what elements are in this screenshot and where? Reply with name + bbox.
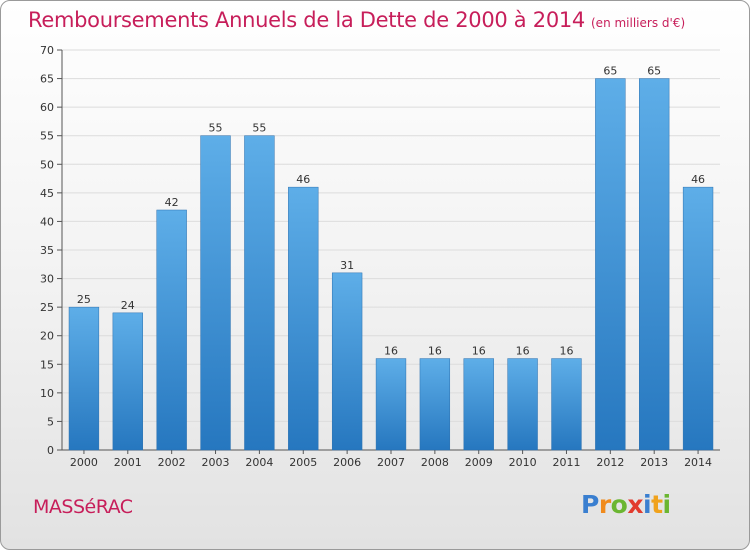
data-label-2013: 65 (647, 65, 661, 78)
logo-letter: i (643, 490, 652, 519)
bar-2000 (68, 306, 100, 451)
bar-2010 (507, 358, 538, 451)
data-label-2001: 24 (121, 299, 135, 312)
y-tick-label: 65 (40, 73, 54, 86)
data-label-2012: 65 (603, 65, 617, 78)
tick-labels: 0 5 10 15 20 25 30 35 40 45 50 55 60 65 70 2000 2001 2002… (40, 44, 712, 469)
logo-letter: r (598, 490, 611, 519)
y-tick-label: 25 (40, 301, 54, 314)
logo-letter: P (581, 490, 599, 519)
bar-2004 (244, 135, 275, 451)
x-tick-label: 2005 (289, 456, 317, 469)
data-label-2008: 16 (428, 345, 442, 358)
y-tick-label: 45 (40, 187, 54, 200)
y-tick-label: 70 (40, 44, 54, 57)
data-label-2000: 25 (77, 293, 91, 306)
x-tick-label: 2002 (158, 456, 186, 469)
bar-2005 (288, 186, 319, 451)
y-tick-label: 0 (47, 444, 54, 457)
logo-letter: t (651, 490, 663, 519)
bar-2007 (375, 358, 407, 451)
x-tick-label: 2009 (465, 456, 493, 469)
x-tick-label: 2013 (640, 456, 668, 469)
y-tick-label: 60 (40, 101, 54, 114)
x-tick-label: 2007 (377, 456, 405, 469)
x-tick-label: 2006 (333, 456, 361, 469)
bar-2003 (200, 135, 231, 451)
bar-2001 (112, 312, 143, 451)
data-label-2011: 16 (559, 345, 573, 358)
x-tick-label: 2000 (70, 456, 98, 469)
y-tick-label: 55 (40, 130, 54, 143)
data-label-2004: 55 (252, 122, 266, 135)
logo-letter: i (662, 490, 672, 519)
x-tick-label: 2014 (684, 456, 712, 469)
data-label-2010: 16 (516, 345, 530, 358)
data-label-2014: 46 (691, 173, 705, 186)
y-tick-label: 50 (40, 158, 54, 171)
y-tick-label: 35 (40, 244, 54, 257)
bar-2008 (419, 358, 451, 451)
bar-2011 (551, 358, 582, 451)
bar-2002 (156, 209, 187, 451)
data-label-2002: 42 (165, 196, 179, 209)
y-tick-label: 20 (40, 330, 54, 343)
bar-2013 (639, 78, 670, 451)
y-tick-label: 15 (40, 358, 54, 371)
data-label-2003: 55 (209, 122, 223, 135)
data-label-2006: 31 (340, 259, 354, 272)
y-tick-label: 10 (40, 387, 54, 400)
x-tick-label: 2003 (202, 456, 230, 469)
data-label-2009: 16 (472, 345, 486, 358)
y-tick-label: 40 (40, 215, 54, 228)
y-tick-label: 30 (40, 273, 54, 286)
data-label-2007: 16 (384, 345, 398, 358)
bar-2014 (682, 186, 714, 451)
bar-2006 (331, 272, 363, 451)
bar-2009 (463, 358, 494, 451)
data-label-2005: 46 (296, 173, 310, 186)
bar-2012 (595, 78, 626, 451)
unit-note: (en milliers d'€) (591, 16, 686, 30)
y-tick-label: 5 (47, 415, 54, 428)
x-tick-label: 2010 (509, 456, 537, 469)
bars (68, 78, 714, 451)
x-tick-label: 2012 (596, 456, 624, 469)
x-tick-label: 2004 (245, 456, 273, 469)
commune-name: MASSéRAC (33, 496, 133, 518)
data-labels: 25 24 42 55 55 46 31 16 16 16 16 16 65 65 46 (77, 65, 705, 358)
x-tick-label: 2011 (552, 456, 580, 469)
proxiti-logo[interactable]: Proxiti (581, 490, 671, 519)
chart-title: Remboursements Annuels de la Dette de 20… (28, 8, 685, 32)
title-text: Remboursements Annuels de la Dette de 20… (28, 8, 585, 32)
logo-letter: o (610, 490, 628, 519)
x-tick-label: 2008 (421, 456, 449, 469)
x-tick-label: 2001 (114, 456, 142, 469)
logo-letter: x (627, 490, 643, 519)
